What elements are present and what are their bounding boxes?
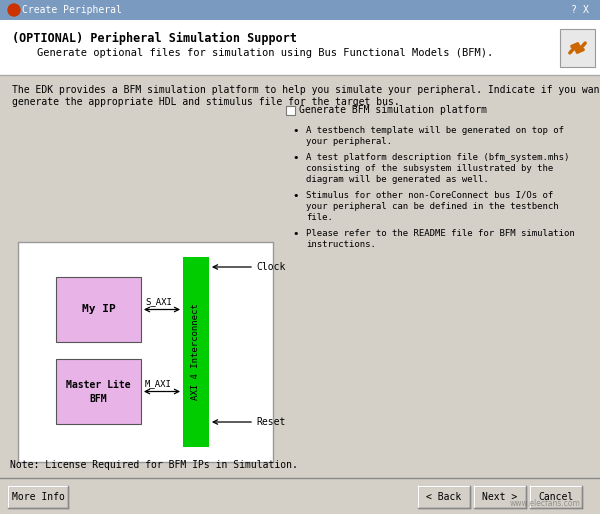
FancyBboxPatch shape (474, 486, 526, 508)
Text: Clock: Clock (256, 262, 286, 272)
Bar (286, 106, 295, 115)
Bar (183, 257, 209, 447)
Text: Create Peripheral: Create Peripheral (22, 5, 122, 15)
Bar (0, 478, 600, 514)
Bar (0, 75, 600, 478)
Text: www.elecfans.com: www.elecfans.com (510, 500, 581, 508)
Text: •: • (292, 229, 299, 239)
Bar (56, 277, 141, 342)
Text: Stimulus for other non-CoreConnect bus I/Os of: Stimulus for other non-CoreConnect bus I… (306, 191, 553, 200)
Text: Next >: Next > (482, 492, 518, 502)
Text: A test platform description file (bfm_system.mhs): A test platform description file (bfm_sy… (306, 153, 569, 162)
Text: The EDK provides a BFM simulation platform to help you simulate your peripheral.: The EDK provides a BFM simulation platfo… (12, 85, 600, 95)
Text: < Back: < Back (427, 492, 461, 502)
Text: A testbench template will be generated on top of: A testbench template will be generated o… (306, 126, 564, 135)
Text: M_AXI: M_AXI (145, 379, 172, 389)
Text: AXI 4 Interconnect: AXI 4 Interconnect (191, 304, 200, 400)
Text: your peripheral can be defined in the testbench: your peripheral can be defined in the te… (306, 202, 559, 211)
Text: Generate BFM simulation platform: Generate BFM simulation platform (299, 105, 487, 115)
Text: diagram will be generated as well.: diagram will be generated as well. (306, 175, 489, 184)
Text: Note: License Required for BFM IPs in Simulation.: Note: License Required for BFM IPs in Si… (10, 460, 298, 470)
Text: •: • (292, 191, 299, 201)
Text: (OPTIONAL) Peripheral Simulation Support: (OPTIONAL) Peripheral Simulation Support (12, 32, 297, 45)
Text: Reset: Reset (256, 417, 286, 427)
Text: BFM: BFM (89, 394, 107, 403)
Text: your peripheral.: your peripheral. (306, 137, 392, 146)
FancyBboxPatch shape (418, 486, 470, 508)
Text: More Info: More Info (11, 492, 64, 502)
Text: X: X (583, 5, 589, 15)
Text: Generate optional files for simulation using Bus Functional Models (BFM).: Generate optional files for simulation u… (12, 48, 493, 58)
Bar (18, 242, 273, 462)
Text: instructions.: instructions. (306, 240, 376, 249)
FancyBboxPatch shape (530, 486, 582, 508)
Text: Master Lite: Master Lite (66, 379, 131, 390)
Bar (0, 0, 600, 20)
Text: Cancel: Cancel (538, 492, 574, 502)
Circle shape (8, 4, 20, 16)
Text: file.: file. (306, 213, 333, 222)
Bar (560, 29, 595, 67)
Text: consisting of the subsystem illustrated by the: consisting of the subsystem illustrated … (306, 164, 553, 173)
Bar (0, 20, 600, 75)
Text: •: • (292, 153, 299, 163)
Text: S_AXI: S_AXI (145, 298, 172, 306)
Text: ?: ? (571, 5, 577, 15)
Text: generate the appropriate HDL and stimulus file for the target bus.: generate the appropriate HDL and stimulu… (12, 97, 400, 107)
Text: Please refer to the README file for BFM simulation: Please refer to the README file for BFM … (306, 229, 575, 238)
Text: •: • (292, 126, 299, 136)
Text: My IP: My IP (82, 304, 115, 315)
Bar (56, 359, 141, 424)
FancyBboxPatch shape (8, 486, 68, 508)
